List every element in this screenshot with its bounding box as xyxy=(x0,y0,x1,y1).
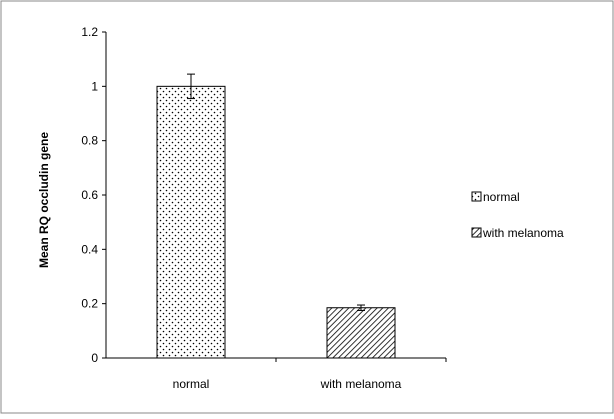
x-tick-label: normal xyxy=(173,377,210,391)
x-tick-label: with melanoma xyxy=(320,377,402,391)
y-axis-title: Mean RQ occludin gene xyxy=(37,132,51,268)
y-tick-label: 0 xyxy=(91,351,98,365)
bar-normal xyxy=(156,85,226,359)
legend-swatch xyxy=(471,227,482,238)
y-tick-label: 1 xyxy=(91,79,98,93)
legend-swatch xyxy=(471,191,482,202)
legend-label: normal xyxy=(483,190,520,204)
legend-label: with melanoma xyxy=(482,226,564,240)
y-tick-label: 0.4 xyxy=(81,242,98,256)
legend: normal with melanoma xyxy=(471,190,564,240)
y-tick-label: 1.2 xyxy=(81,25,98,39)
bars xyxy=(156,73,396,359)
y-tick-label: 0.2 xyxy=(81,297,98,311)
y-tick-label: 0.6 xyxy=(81,188,98,202)
bar-with-melanoma xyxy=(326,307,396,359)
y-tick-label: 0.8 xyxy=(81,134,98,148)
